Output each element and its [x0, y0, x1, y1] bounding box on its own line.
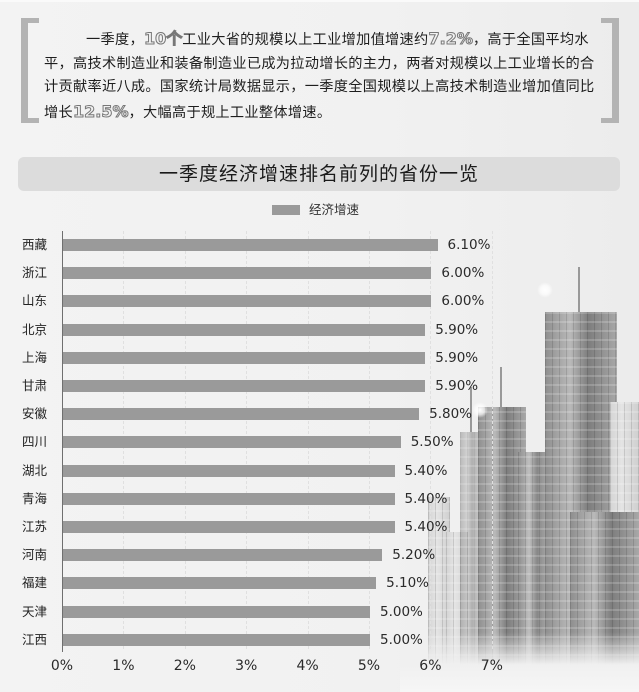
chart-row: 西藏 6.10% [0, 235, 639, 255]
value-label: 5.00% [380, 631, 423, 648]
chart-row: 北京 5.90% [0, 320, 639, 340]
x-tick-label: 3% [235, 658, 258, 674]
value-label: 5.20% [392, 547, 436, 564]
data-bar [63, 521, 395, 533]
intro-text: ，大幅高于规上工业整体增速。 [128, 104, 332, 121]
building [460, 432, 480, 692]
category-label: 甘肃 [22, 378, 48, 393]
data-bar [63, 605, 370, 618]
value-label: 5.00% [380, 603, 423, 620]
chart-row: 上海 5.90% [0, 348, 639, 368]
building-spire [578, 267, 580, 312]
data-bar [63, 492, 395, 505]
data-bar [63, 549, 383, 562]
legend-label: 经济增速 [309, 202, 360, 217]
value-label: 6.10% [447, 237, 491, 253]
chart-row: 青海 5.40% [0, 489, 639, 509]
right-bracket [601, 18, 619, 123]
highlight-number: 10个 [143, 29, 183, 49]
category-label: 上海 [22, 349, 48, 365]
category-label: 浙江 [22, 265, 48, 281]
chart-row: 山东 6.00% [0, 291, 639, 311]
data-bar [63, 380, 426, 392]
data-bar [63, 464, 395, 477]
intro-paragraph: 一季度，10个工业大省的规模以上工业增加值增速约7.2%，高于全国平均水平，高技… [44, 27, 598, 125]
x-tick-label: 5% [357, 658, 381, 674]
value-label: 5.40% [404, 490, 448, 507]
intro-text: 一季度， [86, 32, 144, 48]
x-tick-label: 2% [173, 658, 196, 674]
category-label: 河南 [22, 547, 48, 563]
data-bar [63, 267, 432, 280]
value-label: 6.00% [441, 265, 485, 282]
category-label: 山东 [22, 293, 48, 309]
data-bar [63, 351, 426, 364]
y-axis-line [62, 231, 63, 652]
category-label: 江苏 [22, 519, 48, 534]
category-label: 湖北 [22, 462, 48, 478]
chart-row: 福建 5.10% [0, 573, 639, 593]
value-label: 5.40% [404, 462, 448, 479]
x-tick-label: 6% [419, 658, 442, 674]
light-flare [472, 402, 488, 418]
chart-row: 四川 5.50% [0, 432, 639, 452]
x-tick-label: 0% [50, 658, 74, 674]
chart-row: 甘肃 5.90% [0, 376, 639, 396]
value-label: 5.10% [386, 575, 430, 592]
gridline [430, 231, 432, 649]
value-label: 5.40% [404, 519, 448, 535]
building-spire [500, 367, 502, 407]
value-label: 5.90% [435, 349, 479, 366]
highlight-number: 12.5% [72, 101, 129, 121]
building-spire [470, 387, 472, 432]
data-bar [63, 408, 420, 421]
data-bar [63, 323, 426, 336]
top-border [0, 0, 639, 2]
x-tick-label: 7% [480, 658, 503, 674]
value-label: 5.50% [410, 434, 454, 451]
x-tick-label: 4% [296, 658, 319, 674]
intro-text: ，高于全国平均水平，高技术制造业和装备制造业已成为拉动增长的主力，两者对规模以上… [44, 32, 595, 121]
chart-row: 湖北 5.40% [0, 461, 639, 481]
value-label: 5.90% [435, 321, 479, 338]
category-label: 青海 [22, 490, 48, 506]
data-bar [63, 633, 370, 646]
chart-row: 江苏 5.40% [0, 517, 639, 537]
category-label: 天津 [22, 603, 48, 619]
data-bar [63, 577, 377, 590]
gridline [491, 231, 493, 649]
category-label: 四川 [22, 434, 48, 450]
category-label: 江西 [22, 631, 48, 647]
value-label: 5.80% [429, 406, 472, 423]
data-bar [63, 436, 401, 449]
data-bar [63, 239, 438, 251]
category-label: 安徽 [22, 406, 48, 422]
light-flare [537, 282, 553, 298]
chart-row: 天津 5.00% [0, 602, 639, 622]
value-label: 5.90% [435, 378, 479, 394]
chart-row: 江西 5.00% [0, 630, 639, 650]
street-ground [400, 632, 639, 692]
intro-text: 工业大省的规模以上工业增加值增速约 [182, 32, 429, 48]
chart-title: 一季度经济增速排名前列的省份一览 [158, 163, 479, 185]
chart-row: 河南 5.20% [0, 545, 639, 565]
category-label: 福建 [22, 575, 48, 591]
category-label: 北京 [22, 321, 48, 337]
left-bracket [21, 18, 39, 123]
chart-title-bar: 一季度经济增速排名前列的省份一览 [18, 157, 620, 191]
category-label: 西藏 [22, 237, 48, 252]
x-tick-label: 1% [112, 658, 135, 674]
city-skyline-image [400, 230, 639, 692]
chart-row: 安徽 5.80% [0, 404, 639, 424]
highlight-number: 7.2% [428, 29, 473, 49]
value-label: 6.00% [441, 293, 485, 310]
chart-row: 浙江 6.00% [0, 263, 639, 283]
legend-swatch [272, 205, 300, 215]
data-bar [63, 295, 432, 308]
